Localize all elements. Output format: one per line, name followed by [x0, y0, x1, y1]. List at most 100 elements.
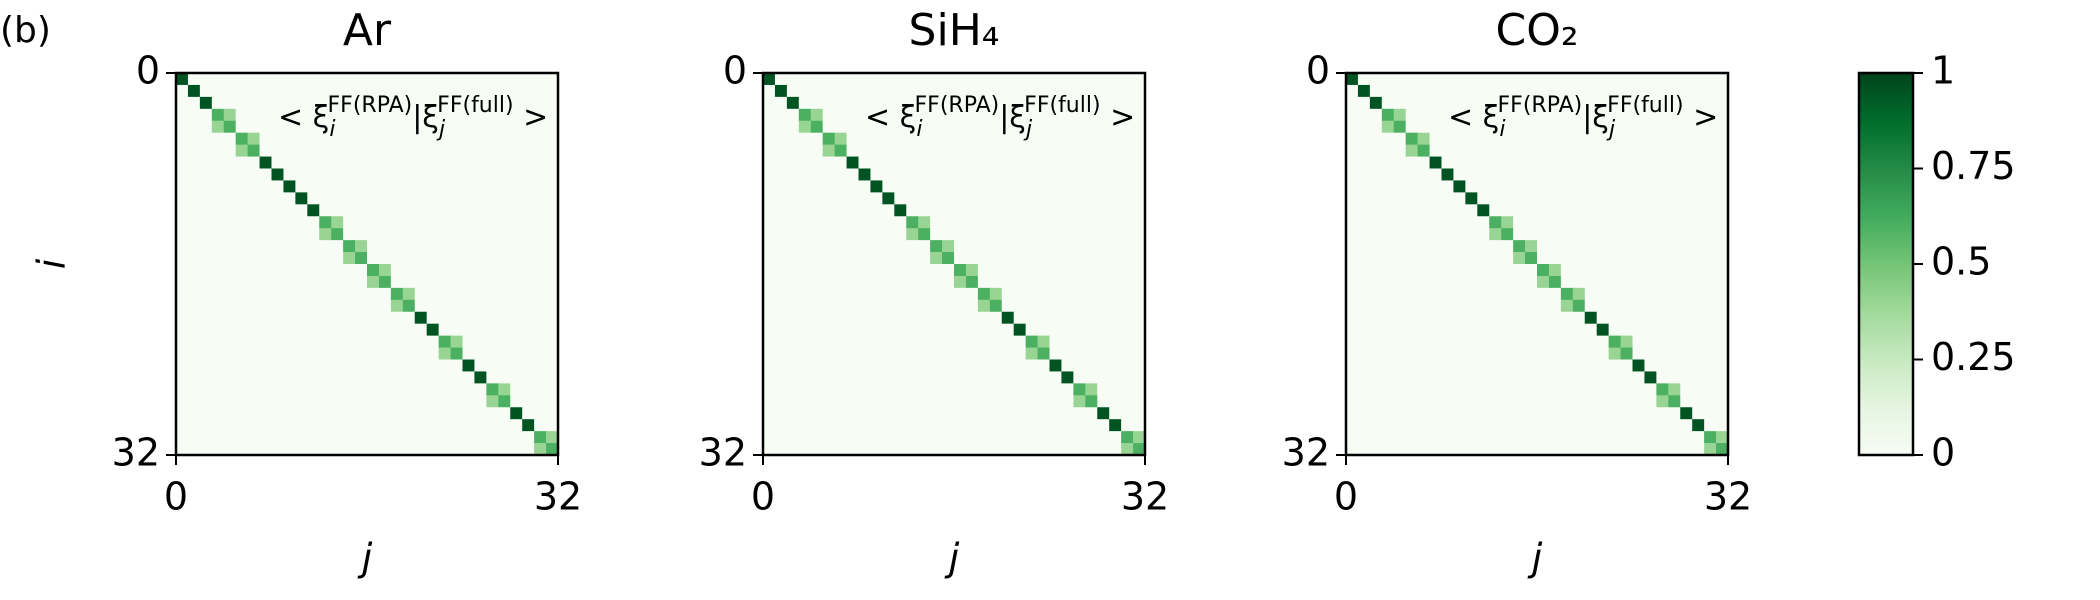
heatmap-cell — [1692, 311, 1705, 325]
heatmap-cell — [798, 240, 812, 253]
heatmap-cell — [1608, 240, 1621, 253]
heatmap-cell — [1429, 216, 1442, 229]
annotation-part: j — [1606, 117, 1616, 142]
heatmap-cell — [810, 132, 824, 146]
heatmap-cell — [546, 132, 559, 146]
heatmap-cell — [510, 359, 523, 372]
heatmap-cell — [1417, 419, 1430, 432]
heatmap-cell — [1121, 132, 1134, 146]
heatmap-cell — [1560, 275, 1574, 289]
heatmap-cell — [331, 287, 344, 301]
heatmap-cell — [211, 73, 225, 86]
heatmap-cell — [259, 228, 272, 241]
heatmap-cell — [1369, 228, 1383, 241]
heatmap-cell — [1097, 228, 1110, 241]
heatmap-cell — [223, 180, 237, 193]
heatmap-cell — [319, 144, 332, 157]
heatmap-cell — [1465, 216, 1478, 229]
heatmap-cell — [510, 156, 523, 169]
heatmap-cell — [858, 407, 871, 420]
heatmap-cell — [307, 216, 320, 229]
heatmap-cell — [271, 299, 284, 313]
heatmap-cell — [763, 335, 776, 348]
heatmap-cell — [1393, 419, 1407, 432]
heatmap-cell — [1548, 407, 1562, 420]
heatmap-cell — [786, 299, 800, 313]
heatmap-cell — [247, 84, 260, 98]
heatmap-cell — [822, 287, 836, 301]
heatmap-cell — [1405, 431, 1419, 444]
heatmap-cell — [810, 347, 824, 360]
heatmap-cell — [546, 192, 559, 205]
heatmap-cell — [414, 252, 428, 265]
heatmap-cell — [450, 335, 463, 348]
heatmap-cell — [810, 180, 824, 193]
heatmap-cell — [450, 395, 463, 408]
heatmap-cell — [1525, 180, 1538, 193]
heatmap-cell — [1037, 347, 1050, 360]
heatmap-cell — [1620, 156, 1633, 169]
heatmap-cell — [426, 395, 440, 408]
annotation-part: j — [436, 117, 446, 142]
heatmap-cell — [774, 287, 788, 301]
heatmap-cell — [271, 264, 284, 277]
heatmap-cell — [1560, 371, 1574, 384]
heatmap-cell — [283, 204, 296, 217]
heatmap-cell — [774, 84, 788, 98]
heatmap-cell — [1489, 264, 1502, 277]
heatmap-cell — [1620, 323, 1633, 337]
heatmap-cell — [176, 371, 189, 384]
heatmap-cell — [319, 299, 332, 313]
heatmap-cell — [786, 335, 800, 348]
heatmap-cell — [798, 419, 812, 432]
heatmap-cell — [810, 168, 824, 181]
heatmap-cell — [390, 180, 404, 193]
heatmap-cell — [247, 264, 260, 277]
heatmap-cell — [402, 73, 416, 86]
heatmap-cell — [247, 443, 260, 456]
heatmap-cell — [438, 120, 451, 134]
heatmap-cell — [1073, 383, 1086, 396]
heatmap-cell — [930, 311, 943, 325]
heatmap-cell — [989, 323, 1003, 337]
heatmap-cell — [271, 216, 284, 229]
heatmap-cell — [870, 120, 883, 134]
heatmap-cell — [918, 299, 931, 313]
heatmap-cell — [414, 371, 428, 384]
annotation-part: FF(RPA) — [915, 93, 1000, 118]
heatmap-cell — [1548, 264, 1562, 277]
heatmap-cell — [295, 168, 308, 181]
heatmap-cell — [1121, 240, 1134, 253]
heatmap-cell — [774, 73, 788, 86]
heatmap-cell — [331, 168, 344, 181]
heatmap-cell — [343, 240, 356, 253]
heatmap-cell — [510, 73, 523, 86]
heatmap-cell — [1656, 132, 1669, 146]
heatmap-cell — [223, 431, 237, 444]
heatmap-cell — [1441, 431, 1454, 444]
heatmap-cell — [1692, 240, 1705, 253]
heatmap-cell — [1596, 228, 1610, 241]
heatmap-cell — [774, 383, 788, 396]
heatmap-cell — [1632, 443, 1645, 456]
heatmap-cell — [402, 359, 416, 372]
heatmap-cell — [1097, 132, 1110, 146]
heatmap-cell — [1477, 431, 1490, 444]
heatmap-cell — [1572, 252, 1586, 265]
heatmap-cell — [977, 228, 991, 241]
heatmap-cell — [176, 311, 189, 325]
heatmap-cell — [1716, 287, 1729, 301]
heatmap-cell — [426, 347, 440, 360]
heatmap-cell — [810, 156, 824, 169]
heatmap-cell — [1680, 180, 1693, 193]
heatmap-cell — [1644, 144, 1657, 157]
heatmap-cell — [307, 407, 320, 420]
heatmap-cell — [235, 216, 249, 229]
heatmap-cell — [1429, 156, 1442, 169]
heatmap-cell — [367, 96, 380, 110]
heatmap-cell — [367, 311, 380, 325]
heatmap-cell — [977, 264, 991, 277]
heatmap-cell — [1525, 419, 1538, 432]
heatmap-cell — [810, 96, 824, 110]
heatmap-cell — [450, 371, 463, 384]
